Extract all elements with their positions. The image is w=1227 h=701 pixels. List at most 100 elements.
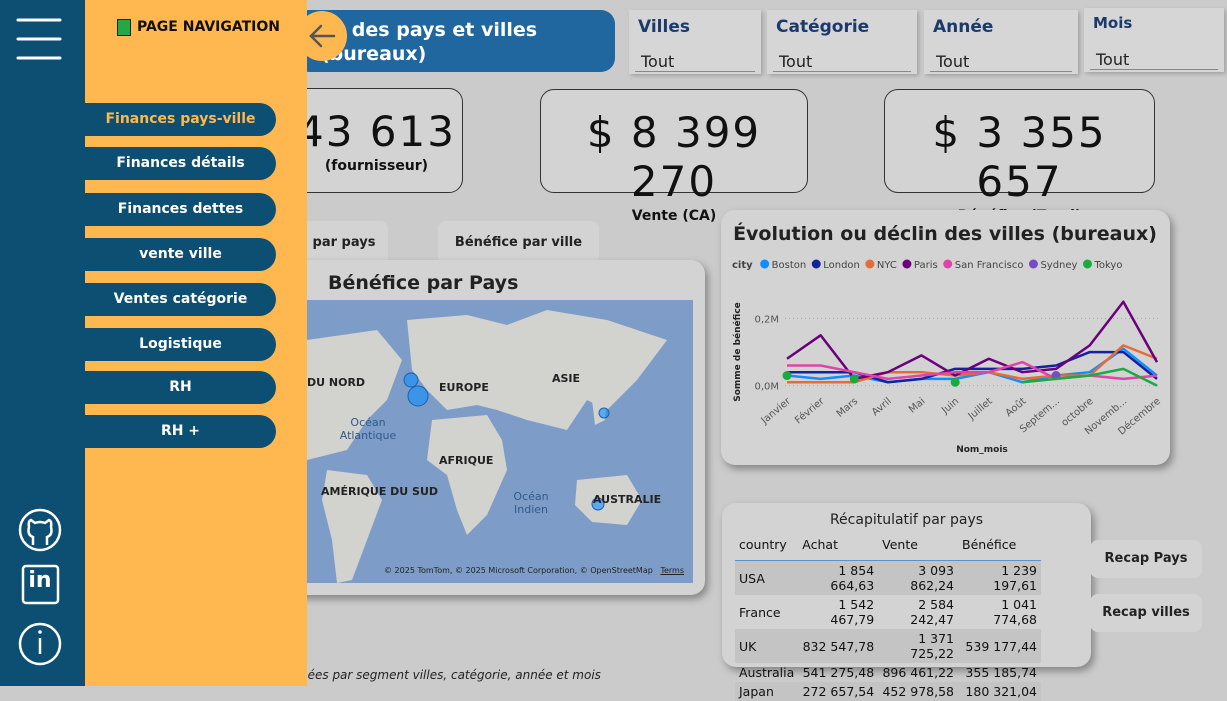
column-header: Bénéfice — [962, 537, 1017, 552]
line-chart-card: Évolution ou déclin des villes (bureaux)… — [721, 210, 1170, 465]
icons: in — [16, 18, 62, 666]
nav-button[interactable]: RH — [85, 371, 276, 404]
table-cell: Australia — [739, 665, 795, 680]
filter-label: Année — [933, 17, 994, 37]
legend-marker — [865, 259, 875, 269]
kpi-card: $ 8 399 270 Vente (CA) — [540, 89, 808, 224]
table-cell: 272 657,54 — [802, 684, 875, 699]
filter-value[interactable]: Tout — [930, 47, 1072, 72]
filter[interactable]: Catégorie Tout — [767, 10, 917, 74]
legend-marker — [811, 259, 821, 269]
table-cell: UK — [739, 638, 757, 654]
back-arrow — [309, 24, 336, 48]
legend-label: Tokyo — [1093, 260, 1122, 271]
table-cell: Japan — [739, 684, 774, 699]
tab[interactable]: Bénéfice par ville — [438, 221, 599, 265]
series-line — [787, 344, 1158, 384]
filter[interactable]: Mois Tout — [1084, 8, 1224, 72]
header-title: se des pays et villes (bureaux) — [321, 19, 538, 65]
legend-label: San Francisco — [955, 260, 1024, 271]
filter-value[interactable]: Tout — [773, 47, 911, 72]
table-row: Japan 272 657,54 452 978,58 180 321,04 — [735, 682, 1041, 701]
table-row: Australia 541 275,48 896 461,22 355 185,74 — [735, 663, 1041, 682]
column-header: country — [739, 537, 787, 552]
info-icon[interactable] — [18, 622, 62, 666]
table-cell: 896 461,22 — [882, 665, 955, 680]
x-tick-label: Août — [1003, 395, 1028, 419]
table-card: Récapitulatif par pays country Achat Vente… — [722, 503, 1091, 701]
series-line — [786, 300, 1159, 381]
filter[interactable]: Année Tout — [924, 10, 1078, 74]
table-cell: 541 275,48 — [802, 665, 875, 680]
recap-button[interactable]: Recap villes — [1090, 594, 1202, 632]
map-ocean-label: Océan Atlantique — [339, 416, 397, 442]
nav-button[interactable]: Finances dettes — [85, 193, 276, 226]
attribution: © 2025 TomTom, © 2025 Microsoft Corporat… — [384, 566, 653, 575]
table-cell: 1 542 467,79 — [830, 597, 875, 627]
filter-label: Catégorie — [776, 17, 870, 37]
table-cell: 452 978,58 — [882, 684, 955, 699]
summary-table: country Achat Vente Bénéfice USA 1 854 664,63… — [735, 535, 1041, 701]
legend-marker — [943, 259, 953, 269]
icon-strip: in — [0, 0, 85, 686]
github-icon[interactable] — [18, 508, 62, 552]
column-header: Achat — [802, 537, 838, 552]
nav-button[interactable]: RH + — [85, 415, 276, 448]
legend-marker — [1028, 259, 1038, 269]
nav-button[interactable]: Finances détails — [85, 147, 276, 180]
table-cell: 1 854 664,63 — [830, 563, 875, 593]
table-cell: 1 041 774,68 — [993, 597, 1037, 627]
nav-icon — [117, 19, 131, 36]
x-tick-label: Juin — [939, 396, 961, 417]
terms-link[interactable]: Terms — [660, 566, 685, 575]
chart-title: Évolution ou déclin des villes (bureaux) — [733, 222, 1157, 245]
x-tick-label: Avril — [870, 396, 894, 418]
legend-marker — [902, 259, 912, 269]
legend-label: London — [823, 260, 860, 271]
nav-button[interactable]: vente ville — [85, 238, 276, 271]
recap-button[interactable]: Recap Pays — [1090, 540, 1202, 578]
filter-value[interactable]: Tout — [1090, 45, 1218, 70]
x-axis-label: Nom_mois — [956, 445, 1008, 455]
footnote: nées par segment villes, catégorie, anné… — [300, 668, 601, 682]
map-label: EUROPE — [439, 381, 489, 394]
kpi-label: (fournisseur) — [324, 158, 429, 174]
series-point — [782, 371, 792, 381]
line-chart: Évolution ou déclin des villes (bureaux)… — [732, 222, 1163, 455]
filter-value[interactable]: Tout — [635, 47, 755, 72]
nav-button[interactable]: Ventes catégorie — [85, 283, 276, 316]
legend-label: Paris — [914, 260, 938, 271]
legend-marker — [1082, 259, 1092, 269]
kpi-card: $ 3 355 657Bénéfice (Total) — [884, 89, 1155, 224]
map-attribution: © 2025 TomTom, © 2025 Microsoft Corporat… — [384, 566, 684, 575]
legend-title: city — [732, 260, 753, 271]
filter[interactable]: Villes Tout — [629, 10, 761, 74]
table-cell: 2 584 242,47 — [910, 597, 955, 627]
nav-button[interactable]: Logistique — [85, 328, 276, 361]
back-button[interactable] — [297, 11, 347, 61]
table-cell: 180 321,04 — [965, 684, 1037, 699]
table-row: USA 1 854 664,63 3 093 862,24 1 239 197,61 — [735, 560, 1041, 595]
series-line — [787, 360, 1158, 381]
table-title: Récapitulatif par pays — [829, 512, 984, 528]
series-line — [786, 347, 1158, 384]
map-label: AUSTRALIE — [593, 493, 662, 506]
table-cell: 355 185,74 — [965, 665, 1037, 680]
x-tick-label: Février — [792, 395, 827, 427]
x-tick-label: Janvier — [759, 395, 794, 427]
y-tick-label: 0,0M — [754, 382, 779, 393]
map[interactable] — [307, 300, 693, 583]
series-point — [849, 374, 859, 384]
filter-label: Villes — [638, 17, 690, 37]
filter-label: Mois — [1093, 14, 1133, 32]
map-ocean-label: Océan Indien — [513, 490, 549, 516]
y-tick-label: 0,2M — [754, 315, 779, 326]
table-cell: 1 239 197,61 — [993, 563, 1037, 593]
legend-marker — [760, 259, 770, 269]
legend-label: Sydney — [1040, 260, 1077, 271]
map-card: Bénéfice par Pays DU NORD EUROPE ASIE Oc… — [290, 260, 705, 595]
nav-button[interactable]: Finances pays-ville — [85, 103, 276, 136]
map-label: ASIE — [552, 372, 581, 385]
linkedin-icon[interactable] — [21, 564, 60, 605]
